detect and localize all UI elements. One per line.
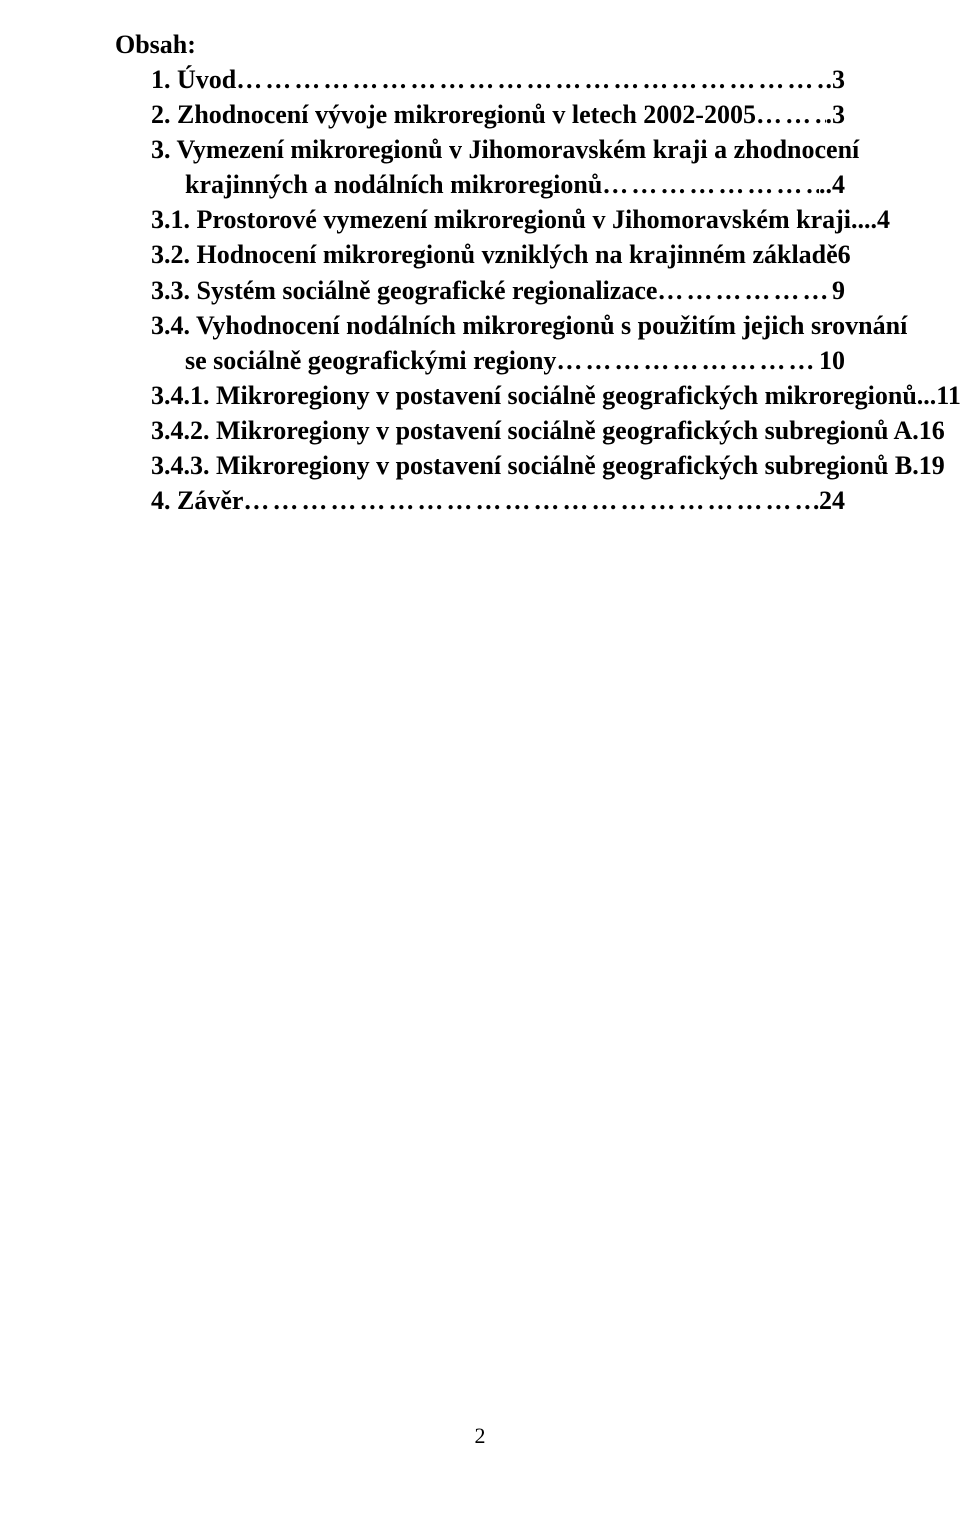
toc-entry: 3.4. Vyhodnocení nodálních mikroregionů … <box>115 308 845 343</box>
toc-leader <box>756 97 826 132</box>
toc-entry: 3.1. Prostorové vymezení mikroregionů v … <box>115 202 845 237</box>
toc-entry: 2. Zhodnocení vývoje mikroregionů v lete… <box>115 97 845 132</box>
toc-list: 1. Úvod .3 2. Zhodnocení vývoje mikroregio… <box>115 62 845 518</box>
page-number-footer: 2 <box>0 1423 960 1449</box>
toc-entry: 3. Vymezení mikroregionů v Jihomoravském… <box>115 132 845 167</box>
toc-entry-label: se sociálně geografickými regiony <box>185 343 556 378</box>
toc-entry: 3.2. Hodnocení mikroregionů vzniklých na… <box>115 237 845 272</box>
toc-leader <box>657 273 832 308</box>
toc-entry-label: 3.4.1. Mikroregiony v postavení sociálně… <box>151 378 917 413</box>
toc-leader <box>236 62 825 97</box>
toc-entry: 4. Závěr 24 <box>115 483 845 518</box>
toc-entry-page: .19 <box>912 448 945 483</box>
toc-entry-page: 9 <box>832 273 845 308</box>
toc-leader <box>556 343 819 378</box>
toc-entry: 3.3. Systém sociálně geografické regiona… <box>115 273 845 308</box>
toc-entry-label: 4. Závěr <box>151 483 243 518</box>
toc-entry-page: ..4 <box>819 167 845 202</box>
toc-entry: se sociálně geografickými regiony 10 <box>115 343 845 378</box>
toc-heading: Obsah: <box>115 30 845 60</box>
toc-entry: 3.4.2. Mikroregiony v postavení sociálně… <box>115 413 845 448</box>
toc-entry: 3.4.3. Mikroregiony v postavení sociálně… <box>115 448 845 483</box>
document-page: Obsah: 1. Úvod .3 2. Zhodnocení vývoje mik… <box>0 0 960 1519</box>
toc-entry-label: 3.4.2. Mikroregiony v postavení sociálně… <box>151 413 912 448</box>
toc-entry-label: 3.4.3. Mikroregiony v postavení sociálně… <box>151 448 912 483</box>
toc-entry-page: 6 <box>838 237 851 272</box>
toc-entry-page: .16 <box>912 413 945 448</box>
toc-entry-page: ...11 <box>917 378 960 413</box>
toc-entry-page: .3 <box>826 97 846 132</box>
toc-entry-page: 10 <box>819 343 845 378</box>
toc-entry-label: 1. Úvod <box>151 62 236 97</box>
toc-entry-label: krajinných a nodálních mikroregionů <box>185 167 602 202</box>
toc-entry-label: 3.4. Vyhodnocení nodálních mikroregionů … <box>151 308 907 343</box>
toc-entry-label: 3.3. Systém sociálně geografické regiona… <box>151 273 657 308</box>
toc-entry-label: 3.2. Hodnocení mikroregionů vzniklých na… <box>151 237 838 272</box>
toc-entry-page: 24 <box>819 483 845 518</box>
toc-entry: 3.4.1. Mikroregiony v postavení sociálně… <box>115 378 845 413</box>
toc-entry: 1. Úvod .3 <box>115 62 845 97</box>
toc-entry-label: 3. Vymezení mikroregionů v Jihomoravském… <box>151 132 859 167</box>
toc-entry-label: 2. Zhodnocení vývoje mikroregionů v lete… <box>151 97 756 132</box>
toc-leader <box>602 167 819 202</box>
toc-entry-label: 3.1. Prostorové vymezení mikroregionů v … <box>151 202 851 237</box>
toc-leader <box>243 483 819 518</box>
toc-entry-page: ....4 <box>851 202 890 237</box>
toc-entry-page: .3 <box>826 62 846 97</box>
toc-entry: krajinných a nodálních mikroregionů ..4 <box>115 167 845 202</box>
